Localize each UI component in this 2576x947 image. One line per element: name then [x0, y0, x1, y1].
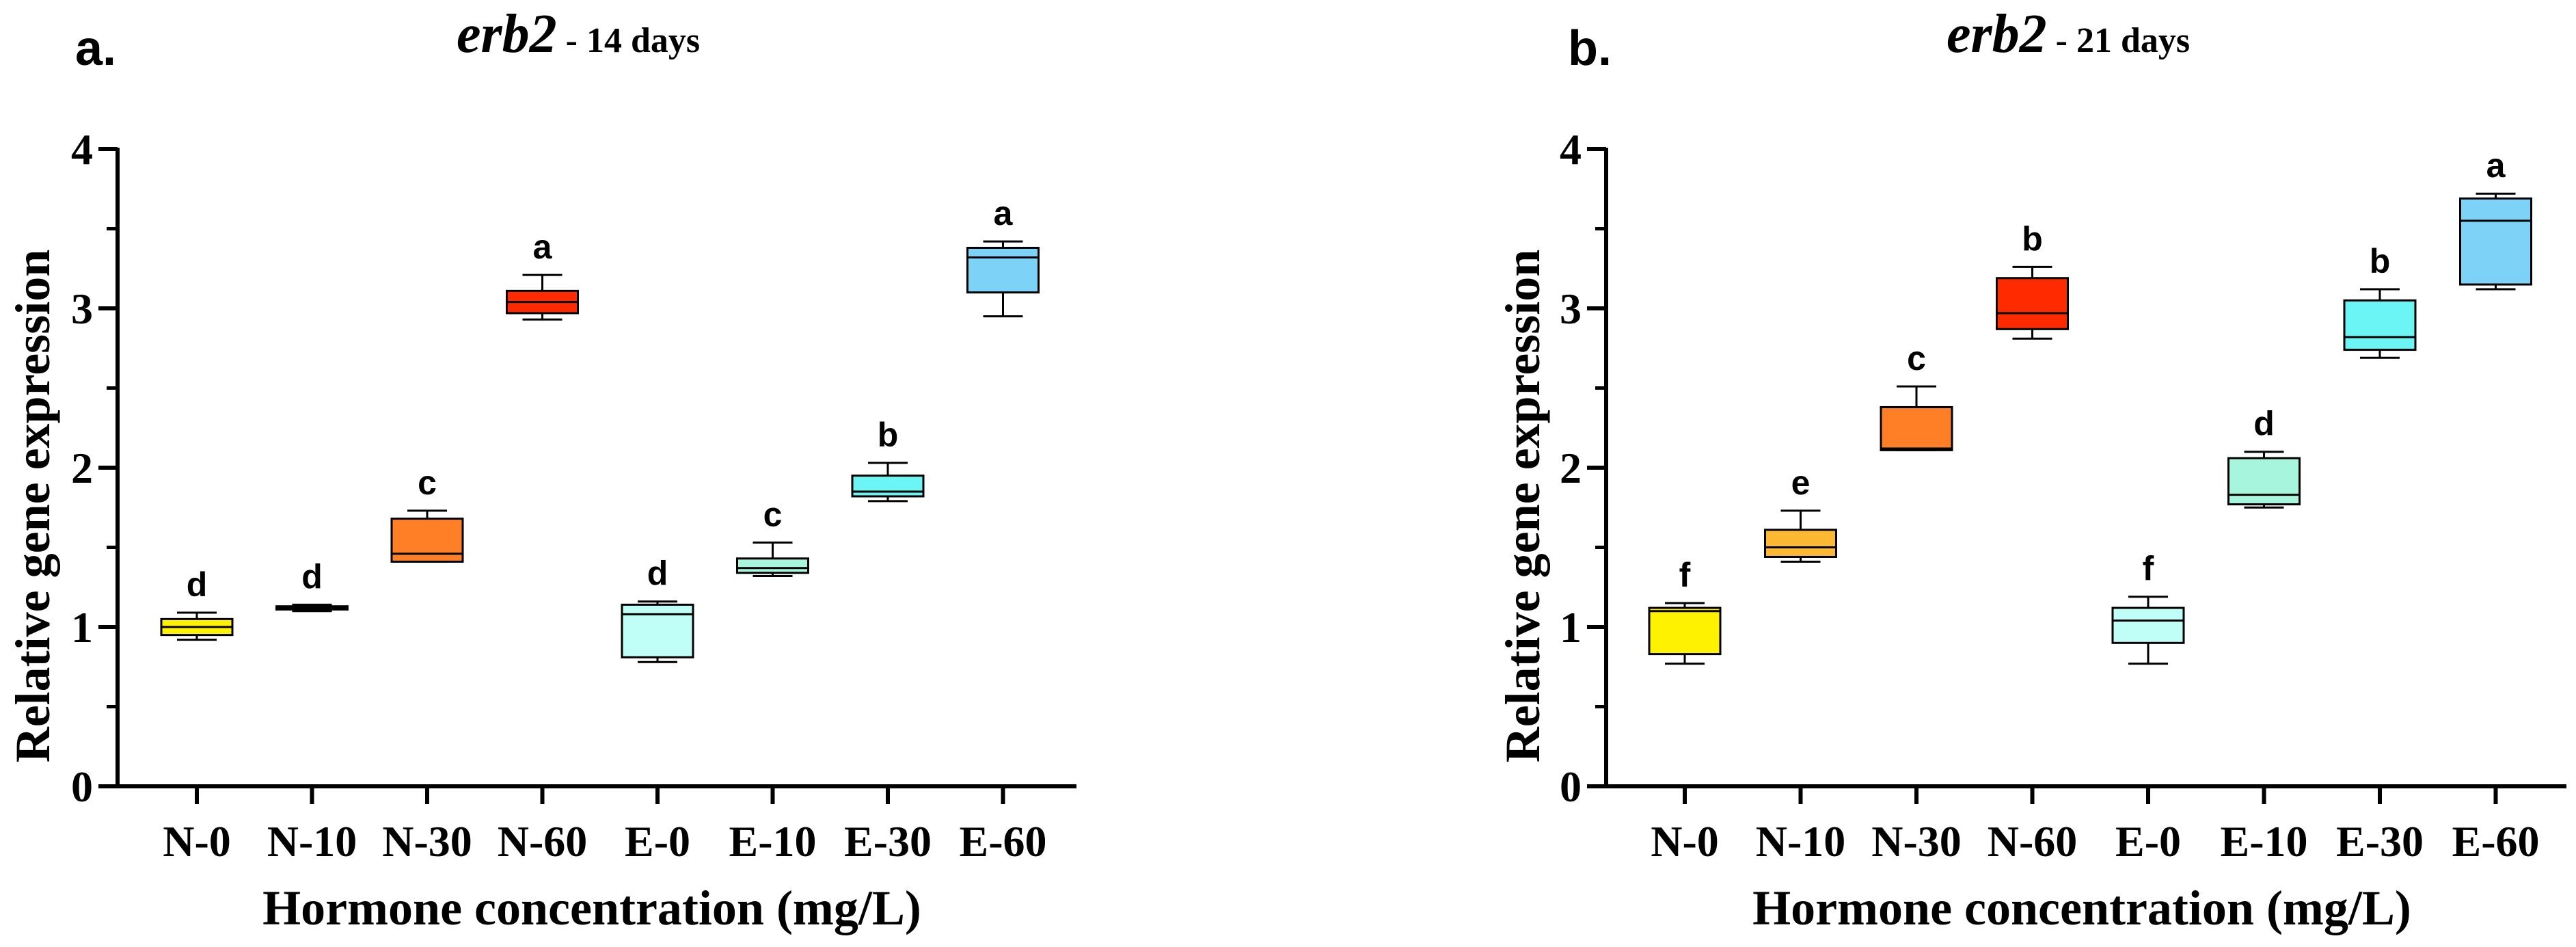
panel-a-y-tick-label: 1 [71, 603, 93, 652]
panel-a-box-N-0: d [160, 565, 234, 641]
panel-b-x-tick-label: E-10 [2221, 817, 2308, 866]
panel-b-box-N-0: f [1648, 556, 1722, 665]
box-iqr [851, 475, 925, 498]
significance-letter: a [994, 194, 1014, 232]
significance-letter: b [2022, 219, 2043, 258]
panel-b-box-E-30: b [2343, 242, 2417, 359]
panel-a-box-N-30: c [390, 464, 464, 563]
significance-letter: a [533, 228, 553, 266]
box-iqr [2111, 606, 2185, 644]
panel-a-y-axis-title: Relative gene expression [5, 250, 60, 763]
panel-b-y-tick-label: 1 [1560, 603, 1582, 652]
panel-b-box-N-30: c [1880, 339, 1953, 451]
box-iqr [736, 557, 809, 574]
panel-b-plot-area: 0 1 2 3 4 N-0 N-10 N-30 N-60 E-0 E-10 E-30 E-60 f e c b f… [1560, 125, 2566, 866]
panel-a-x-tick-label: E-60 [960, 817, 1047, 866]
panel-a-x-tick-label: N-0 [163, 817, 231, 866]
panel-a-box-N-10: d [275, 557, 349, 613]
panel-a-x-tick-label: N-10 [267, 817, 357, 866]
panel-b-y-tick-label: 0 [1560, 762, 1582, 811]
panel-a-y-tick-label: 4 [71, 125, 93, 174]
significance-letter: f [2143, 550, 2154, 588]
panel-b-x-tick-label: E-30 [2336, 817, 2424, 866]
panel-b-x-axis-title: Hormone concentration (mg/L) [1752, 881, 2411, 935]
panel-b-box-E-60: a [2459, 146, 2532, 291]
panel-b-box-N-60: b [1996, 219, 2069, 340]
box-iqr [2227, 457, 2301, 506]
panel-a-title: erb2 - 14 days [457, 4, 700, 64]
panel-a-label: a. [75, 21, 116, 76]
panel-a-box-E-10: c [736, 496, 809, 577]
box-iqr [1764, 529, 1837, 558]
significance-letter: e [1791, 464, 1811, 502]
box-iqr [1996, 277, 2069, 330]
significance-letter: d [647, 555, 668, 593]
box-iqr [2343, 299, 2417, 351]
panel-b-title-suffix: - 21 days [2047, 21, 2190, 60]
panel-b-title-gene: erb2 [1947, 4, 2047, 64]
significance-letter: d [2253, 405, 2275, 443]
panel-a-y-tick-label: 2 [71, 444, 93, 492]
panel-b-x-tick-label: N-30 [1871, 817, 1962, 866]
panel-b-box-N-10: e [1764, 464, 1837, 563]
significance-letter: d [187, 565, 208, 604]
panel-b-x-tick-label: N-60 [1988, 817, 2078, 866]
significance-letter: a [2486, 146, 2506, 185]
box-iqr [2459, 197, 2532, 286]
significance-letter: c [418, 464, 437, 502]
panel-a-y-tick-label: 0 [71, 762, 93, 811]
panel-b-y-axis-title: Relative gene expression [1495, 250, 1550, 763]
significance-letter: b [878, 416, 899, 454]
significance-letter: f [1679, 556, 1691, 594]
panel-b-box-E-0: f [2111, 550, 2185, 665]
panel-a-x-tick-label: E-10 [729, 817, 817, 866]
panel-b-x-tick-label: N-0 [1651, 817, 1719, 866]
panel-a-x-tick-label: N-30 [382, 817, 472, 866]
panel-a-box-E-60: a [966, 194, 1040, 318]
panel-b-label: b. [1568, 21, 1612, 76]
panel-a-box-E-0: d [621, 555, 694, 663]
panel-b-21-days: b. erb2 - 21 days Relative gene expressi… [1495, 4, 2566, 935]
box-iqr [1648, 606, 1722, 656]
box-iqr [621, 603, 694, 658]
significance-letter: c [763, 496, 783, 534]
panel-b-y-tick-label: 2 [1560, 444, 1582, 492]
panel-b-y-tick-label: 4 [1560, 125, 1582, 174]
box-iqr [966, 246, 1040, 294]
panel-a-title-suffix: - 14 days [557, 21, 700, 60]
significance-letter: d [301, 557, 323, 596]
panel-a-title-gene: erb2 [457, 4, 557, 64]
panel-b-box-E-10: d [2227, 405, 2301, 509]
panel-b-title: erb2 - 21 days [1947, 4, 2190, 64]
panel-b-x-tick-label: N-10 [1756, 817, 1846, 866]
panel-a-box-E-30: b [851, 416, 925, 503]
panel-a-x-axis-title: Hormone concentration (mg/L) [262, 881, 921, 935]
panel-a-box-N-60: a [506, 228, 579, 321]
panel-a-x-tick-label: E-30 [844, 817, 932, 866]
panel-b-x-tick-label: E-0 [2115, 817, 2181, 866]
significance-letter: b [2370, 242, 2391, 280]
panel-a-x-tick-label: E-0 [625, 817, 690, 866]
panel-b-y-tick-label: 3 [1560, 284, 1582, 333]
panel-b-x-tick-label: E-60 [2452, 817, 2540, 866]
panel-a-14-days: a. erb2 - 14 days Relative gene expressi… [5, 4, 1076, 935]
panel-a-plot-area: 0 1 2 3 4 N-0 N-10 N-30 N-60 E-0 E-10 E-30 E-60 d d c a d… [71, 125, 1076, 866]
panel-a-y-tick-label: 3 [71, 284, 93, 333]
box-iqr [390, 518, 464, 563]
box-iqr [1880, 405, 1953, 451]
panel-a-x-tick-label: N-60 [498, 817, 588, 866]
significance-letter: c [1907, 339, 1926, 377]
